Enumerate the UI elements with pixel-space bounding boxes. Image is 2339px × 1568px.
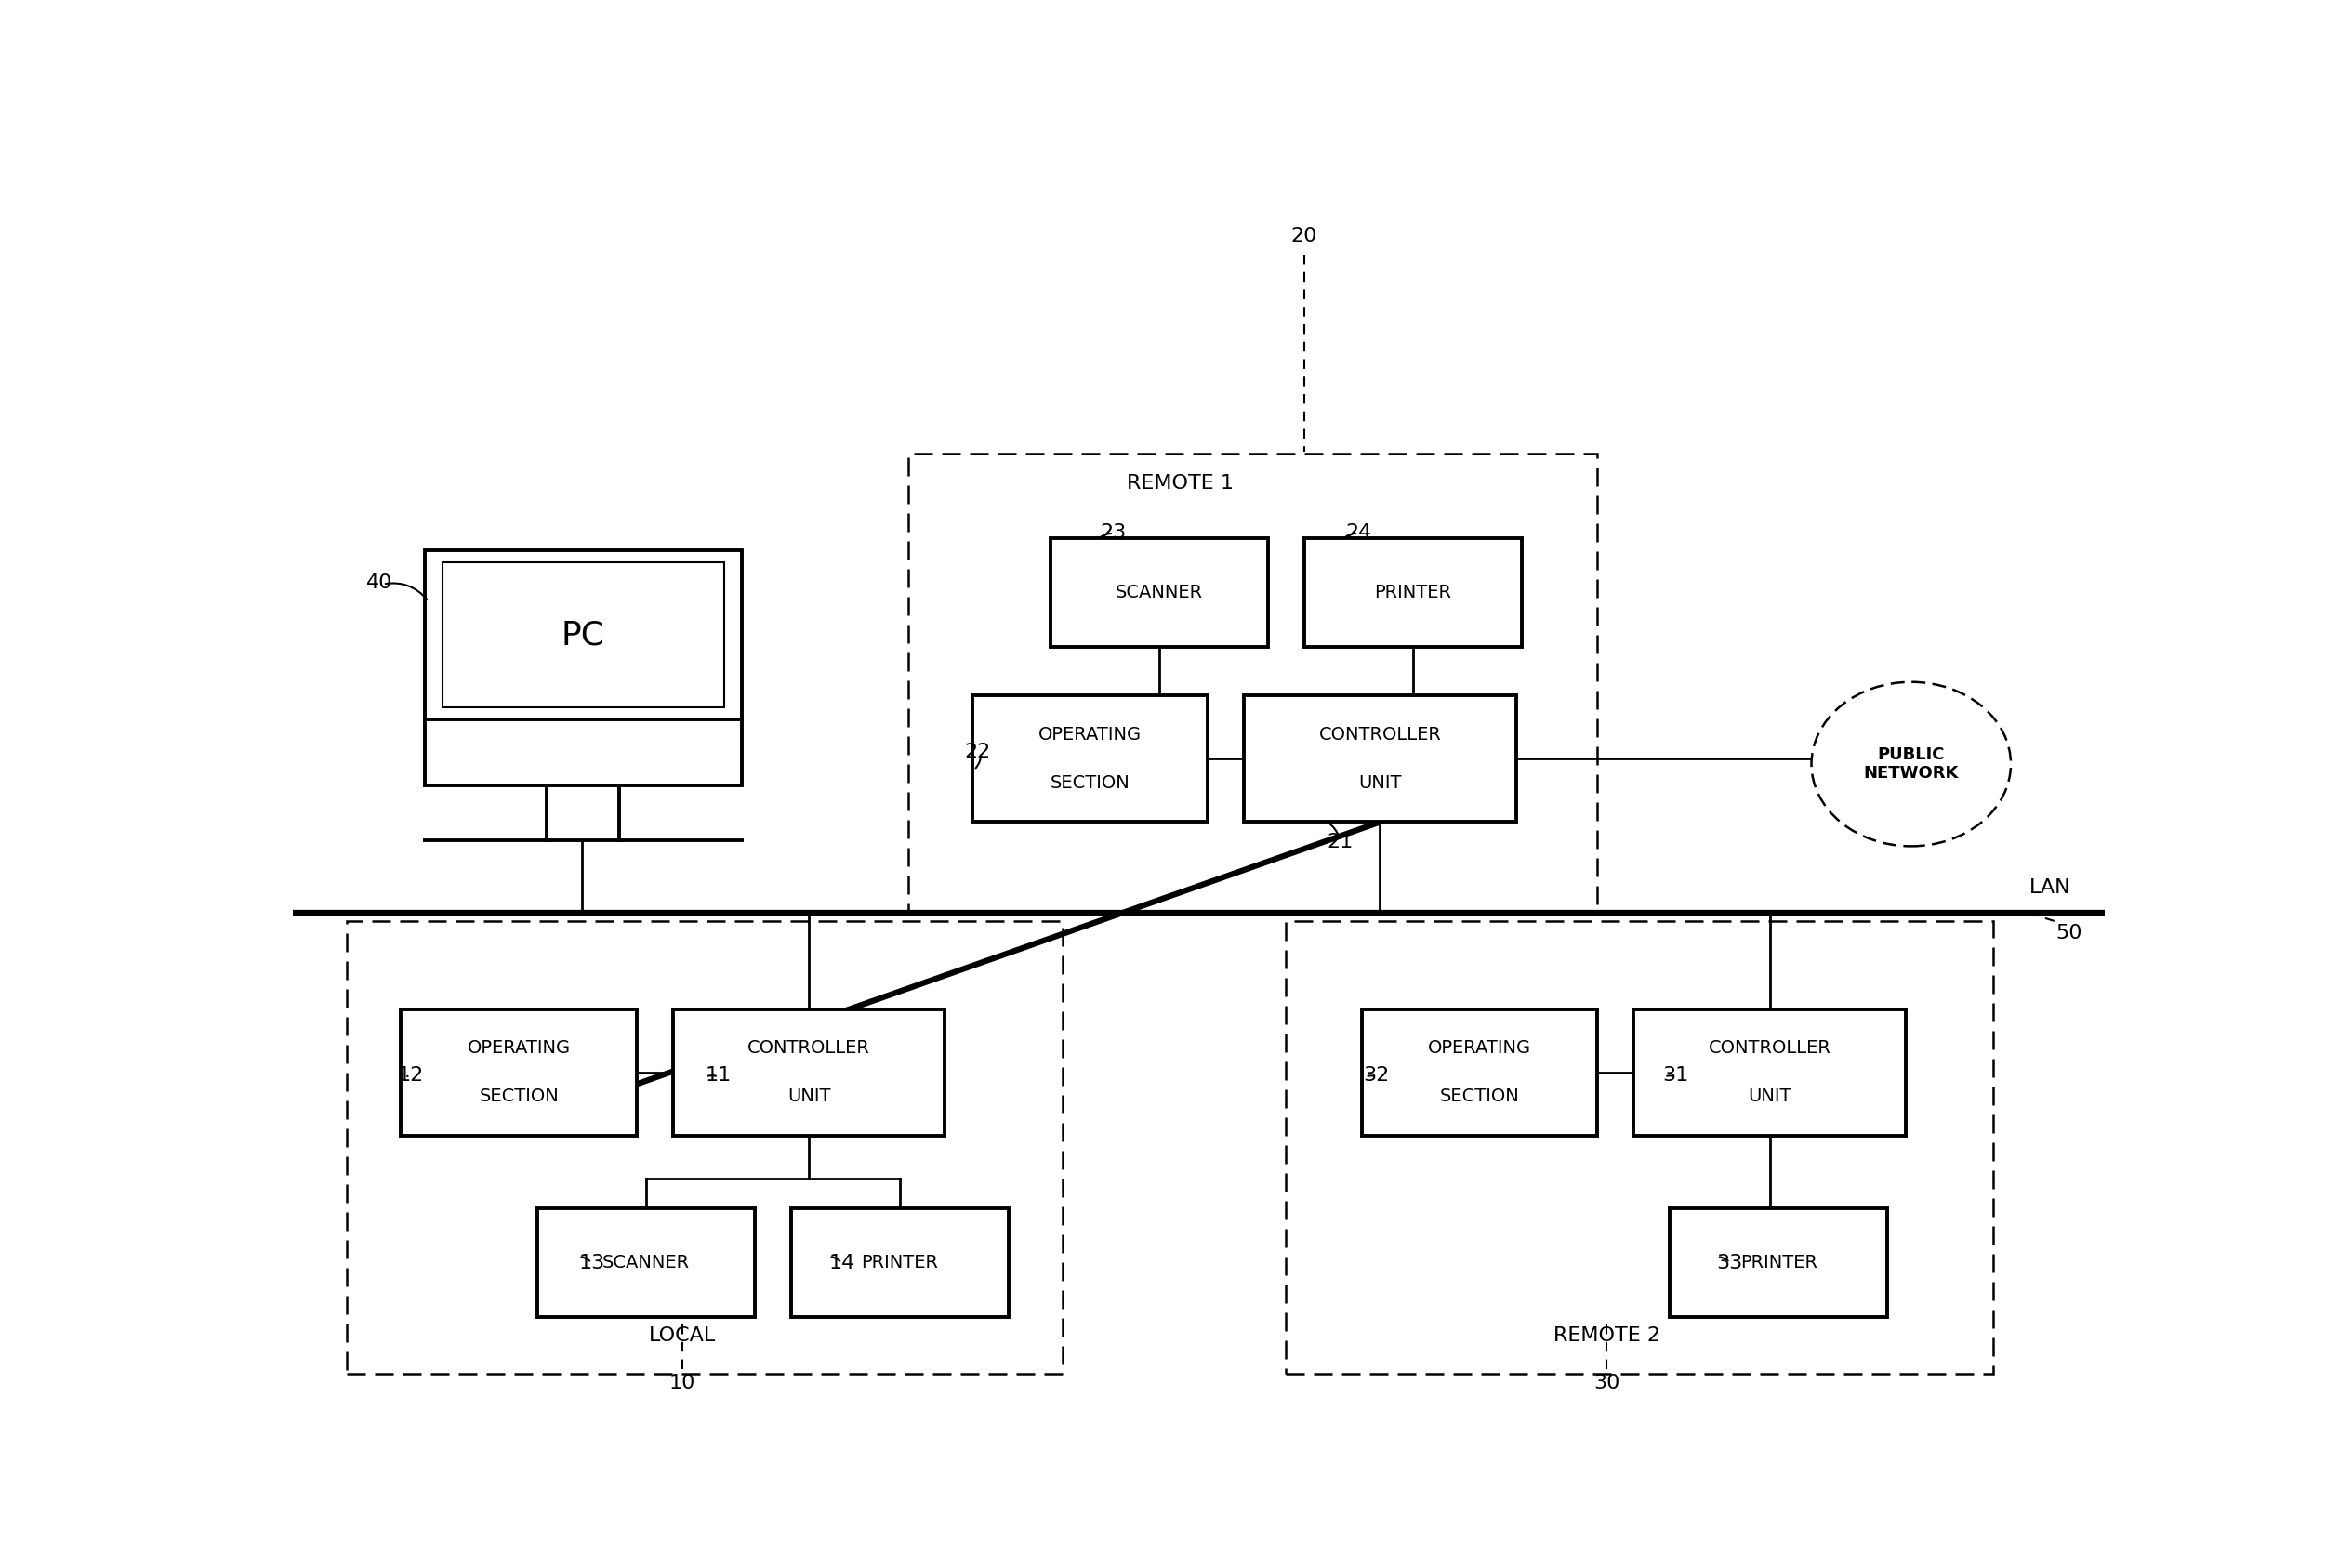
Text: SECTION: SECTION bbox=[479, 1088, 559, 1105]
Text: UNIT: UNIT bbox=[1359, 775, 1401, 792]
FancyBboxPatch shape bbox=[1635, 1010, 1906, 1135]
Text: 22: 22 bbox=[964, 743, 992, 762]
Text: OPERATING: OPERATING bbox=[1429, 1040, 1532, 1057]
Text: PRINTER: PRINTER bbox=[1740, 1254, 1817, 1272]
FancyBboxPatch shape bbox=[1244, 695, 1516, 822]
FancyBboxPatch shape bbox=[973, 695, 1207, 822]
Text: CONTROLLER: CONTROLLER bbox=[1707, 1040, 1831, 1057]
Text: 23: 23 bbox=[1099, 524, 1127, 541]
Text: REMOTE 2: REMOTE 2 bbox=[1553, 1327, 1661, 1345]
Text: 33: 33 bbox=[1717, 1253, 1743, 1272]
Text: SCANNER: SCANNER bbox=[1116, 583, 1202, 602]
Text: UNIT: UNIT bbox=[1747, 1088, 1792, 1105]
Text: 24: 24 bbox=[1345, 524, 1371, 541]
Text: REMOTE 1: REMOTE 1 bbox=[1127, 474, 1235, 492]
Text: SECTION: SECTION bbox=[1441, 1088, 1520, 1105]
Text: 20: 20 bbox=[1291, 227, 1317, 246]
Text: PUBLIC
NETWORK: PUBLIC NETWORK bbox=[1864, 746, 1958, 782]
Text: 21: 21 bbox=[1326, 833, 1354, 851]
Text: PRINTER: PRINTER bbox=[1373, 583, 1450, 602]
Ellipse shape bbox=[1810, 682, 2012, 847]
Text: 14: 14 bbox=[828, 1253, 854, 1272]
FancyBboxPatch shape bbox=[1303, 538, 1520, 648]
Text: SECTION: SECTION bbox=[1050, 775, 1130, 792]
Text: OPERATING: OPERATING bbox=[468, 1040, 571, 1057]
Text: LOCAL: LOCAL bbox=[648, 1327, 716, 1345]
FancyBboxPatch shape bbox=[1361, 1010, 1598, 1135]
FancyBboxPatch shape bbox=[1050, 538, 1268, 648]
FancyBboxPatch shape bbox=[674, 1010, 945, 1135]
Text: PC: PC bbox=[561, 619, 606, 651]
Text: 50: 50 bbox=[2056, 924, 2082, 942]
Text: 40: 40 bbox=[367, 574, 393, 593]
Text: 32: 32 bbox=[1364, 1066, 1389, 1085]
FancyBboxPatch shape bbox=[426, 550, 741, 720]
Text: 31: 31 bbox=[1663, 1066, 1689, 1085]
FancyBboxPatch shape bbox=[442, 563, 723, 707]
Text: CONTROLLER: CONTROLLER bbox=[1319, 726, 1441, 743]
Text: 12: 12 bbox=[398, 1066, 423, 1085]
FancyBboxPatch shape bbox=[426, 720, 741, 786]
Text: CONTROLLER: CONTROLLER bbox=[748, 1040, 870, 1057]
Text: LAN: LAN bbox=[2028, 878, 2070, 897]
FancyBboxPatch shape bbox=[402, 1010, 636, 1135]
FancyBboxPatch shape bbox=[791, 1209, 1008, 1317]
Text: 13: 13 bbox=[578, 1253, 603, 1272]
Text: 30: 30 bbox=[1593, 1374, 1621, 1392]
Text: UNIT: UNIT bbox=[788, 1088, 830, 1105]
Text: 11: 11 bbox=[706, 1066, 732, 1085]
Text: OPERATING: OPERATING bbox=[1039, 726, 1141, 743]
Text: SCANNER: SCANNER bbox=[601, 1254, 690, 1272]
Text: PRINTER: PRINTER bbox=[861, 1254, 938, 1272]
FancyBboxPatch shape bbox=[1670, 1209, 1888, 1317]
FancyBboxPatch shape bbox=[538, 1209, 755, 1317]
Text: 10: 10 bbox=[669, 1374, 695, 1392]
